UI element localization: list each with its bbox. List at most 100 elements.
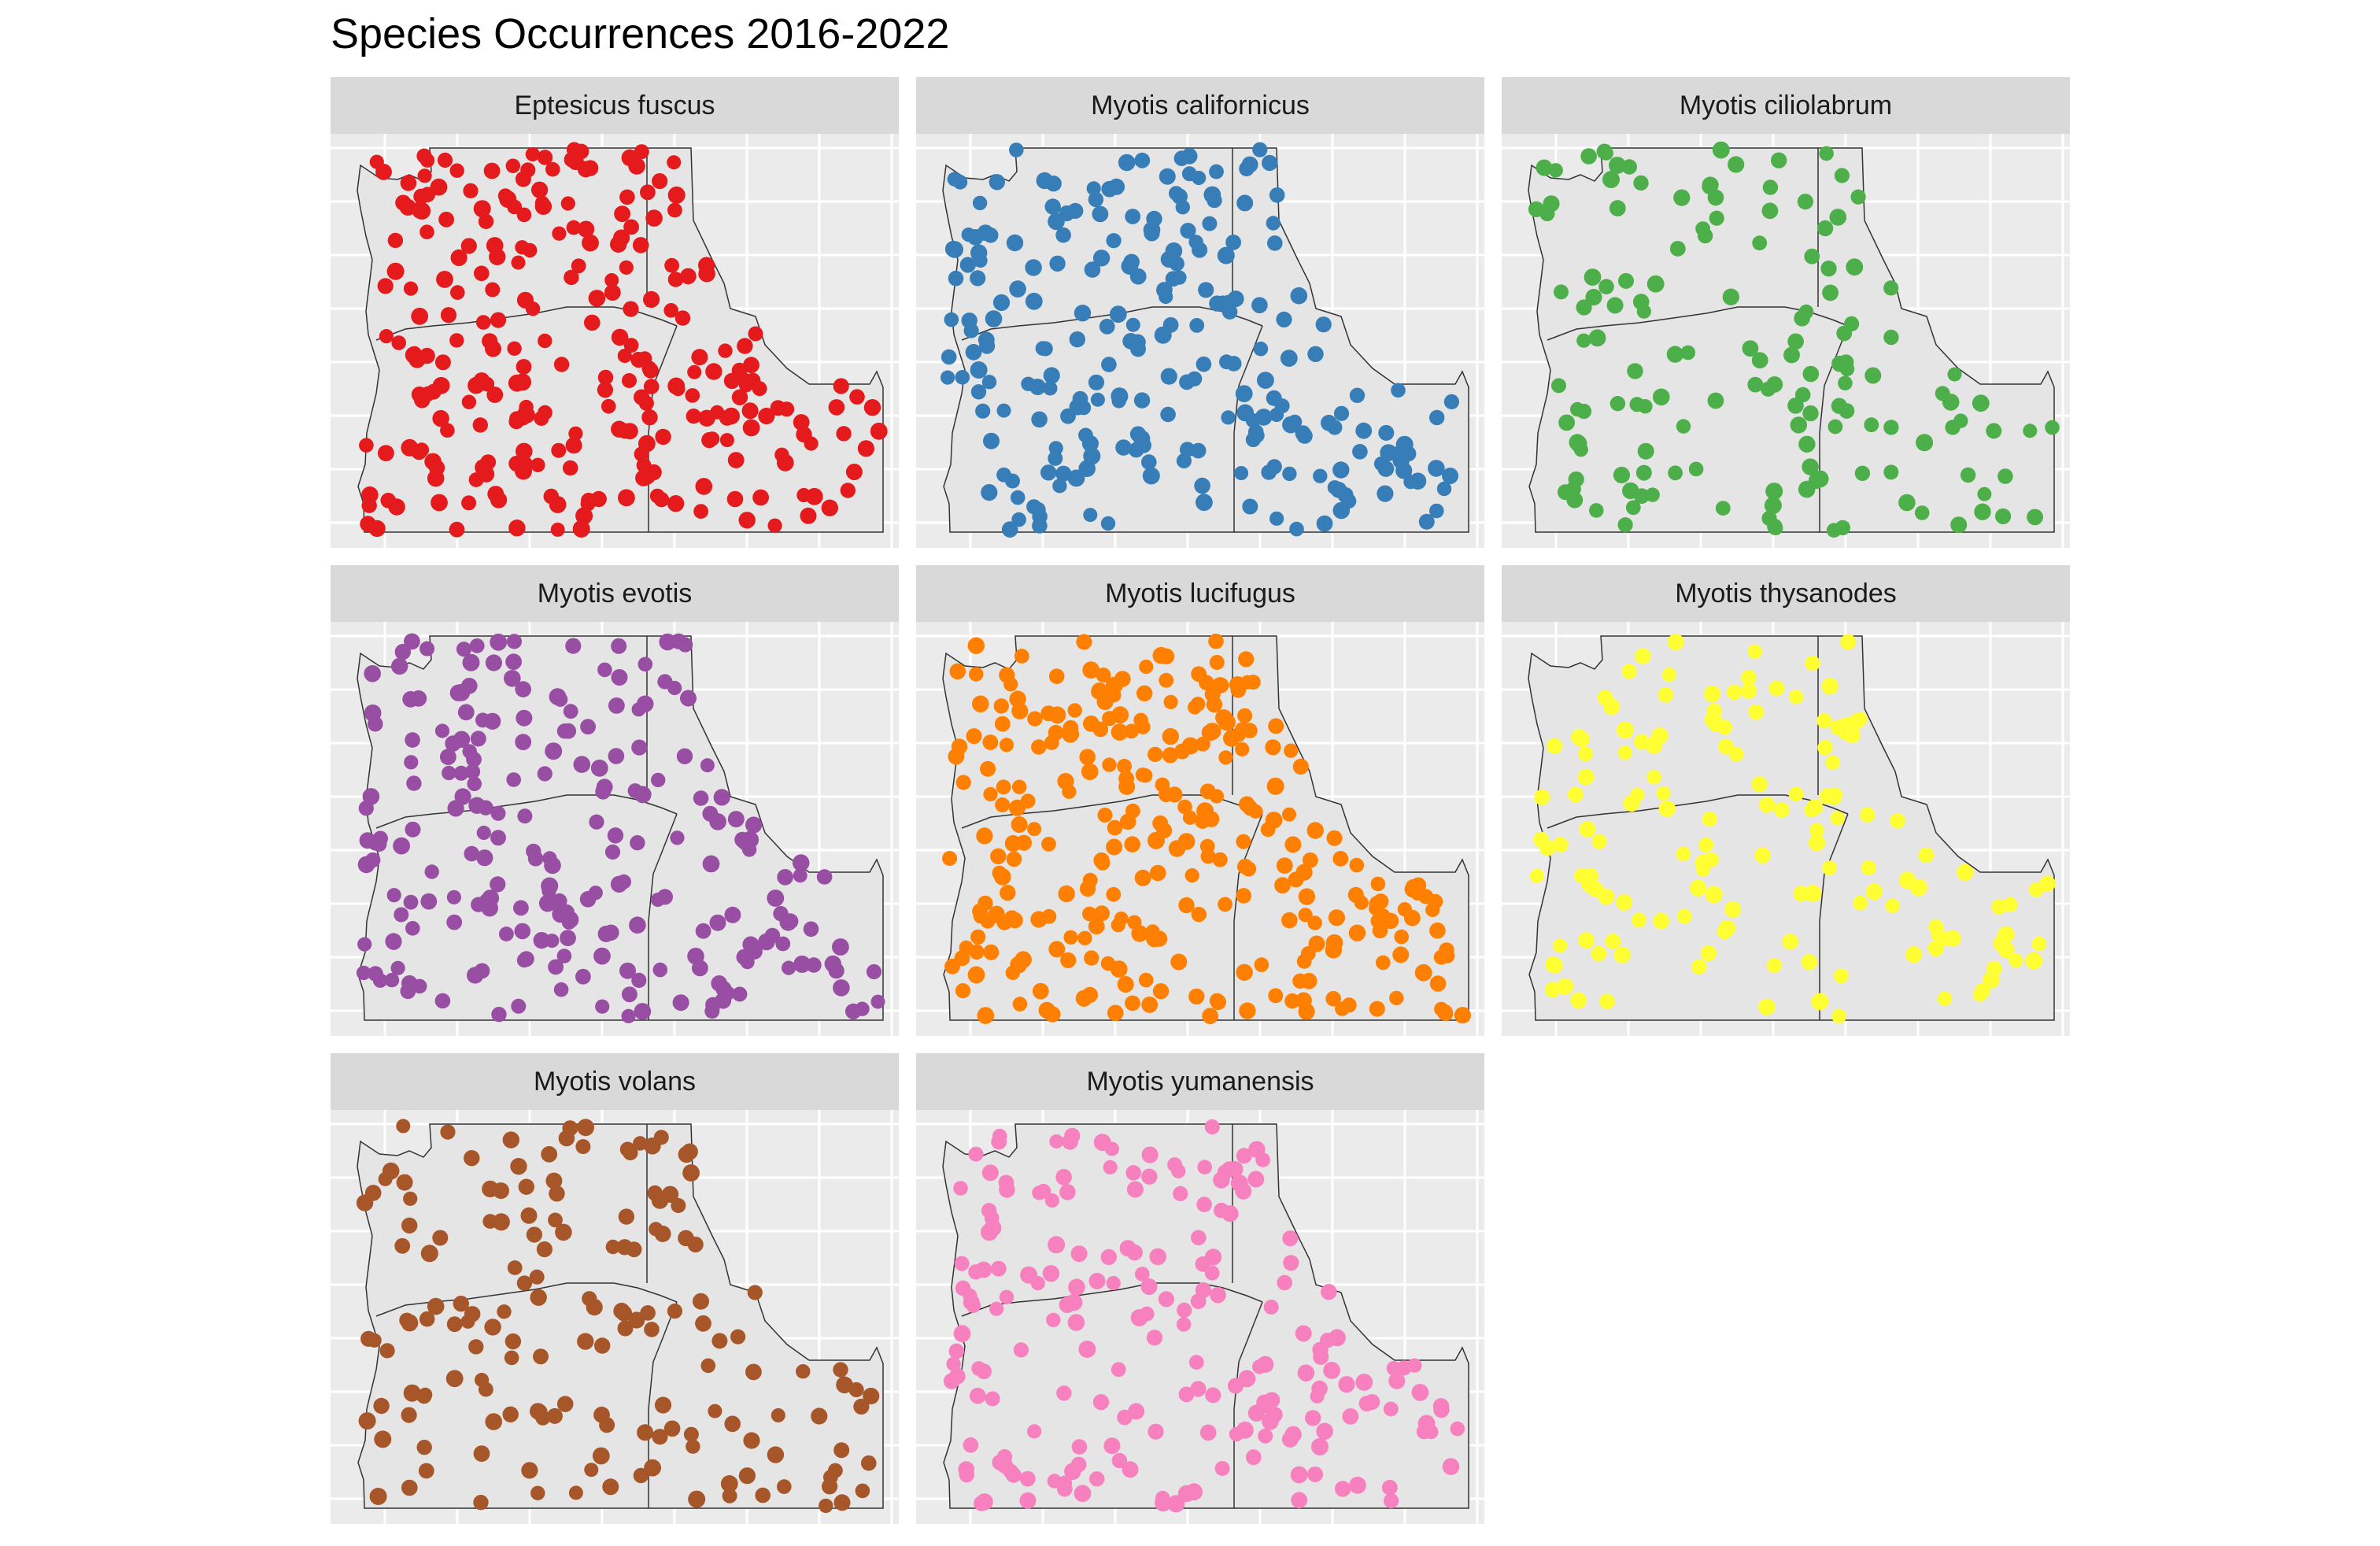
occurrence-point (1759, 797, 1776, 813)
occurrence-point (1069, 398, 1086, 416)
occurrence-point (1697, 227, 1713, 244)
occurrence-point (396, 1119, 411, 1134)
occurrence-point (402, 690, 419, 708)
occurrence-point (1043, 381, 1058, 396)
occurrence-point (403, 281, 419, 296)
occurrence-point (1434, 1001, 1449, 1017)
occurrence-point (1094, 905, 1110, 922)
occurrence-point (734, 831, 751, 848)
occurrence-point (1100, 516, 1116, 531)
occurrence-point (667, 495, 685, 512)
occurrence-point (611, 638, 627, 654)
occurrence-point (1653, 388, 1670, 406)
occurrence-point (1055, 465, 1072, 482)
occurrence-point (1831, 1008, 1846, 1024)
occurrence-point (745, 1363, 762, 1381)
occurrence-point (1316, 515, 1333, 532)
occurrence-point (1634, 488, 1650, 504)
occurrence-point (1068, 1278, 1085, 1296)
occurrence-point (623, 301, 639, 317)
occurrence-point (633, 1136, 648, 1151)
occurrence-point (652, 173, 668, 190)
occurrence-point (654, 1396, 672, 1414)
occurrence-point (1606, 297, 1624, 314)
occurrence-point (853, 1398, 870, 1415)
occurrence-point (634, 1003, 652, 1020)
occurrence-point (687, 364, 702, 379)
occurrence-point (419, 641, 435, 656)
occurrence-point (1418, 889, 1434, 904)
occurrence-point (1392, 946, 1410, 963)
occurrence-point (515, 734, 532, 750)
occurrence-point (464, 764, 481, 779)
occurrence-point (1126, 1244, 1143, 1261)
facet-strip-label: Myotis thysanodes (1675, 578, 1897, 608)
occurrence-point (1047, 1474, 1062, 1489)
occurrence-point (1133, 392, 1151, 409)
occurrence-point (1680, 345, 1696, 361)
occurrence-point (622, 373, 637, 388)
occurrence-point (1070, 1456, 1087, 1473)
occurrence-point (1830, 811, 1846, 826)
occurrence-point (1251, 297, 1268, 313)
occurrence-point (374, 1430, 392, 1448)
occurrence-point (1297, 1364, 1315, 1381)
occurrence-point (1257, 1356, 1274, 1373)
occurrence-point (446, 1316, 463, 1333)
occurrence-point (727, 811, 745, 828)
occurrence-point (1188, 988, 1205, 1005)
occurrence-point (386, 262, 405, 280)
occurrence-point (560, 930, 576, 946)
occurrence-point (700, 1358, 716, 1374)
occurrence-point (981, 484, 998, 501)
occurrence-point (1048, 450, 1063, 466)
occurrence-point (1245, 675, 1261, 690)
occurrence-point (1209, 164, 1224, 179)
occurrence-point (1591, 834, 1607, 849)
occurrence-point (976, 827, 993, 845)
occurrence-point (1783, 346, 1800, 364)
occurrence-point (530, 457, 545, 472)
occurrence-point (745, 816, 763, 834)
occurrence-point (979, 338, 996, 354)
facet-panel-myotis-volans: Myotis volans (331, 1053, 899, 1524)
occurrence-point (619, 260, 634, 275)
occurrence-point (1248, 804, 1263, 819)
occurrence-point (380, 493, 397, 509)
occurrence-point (1828, 419, 1843, 435)
occurrence-point (1290, 1466, 1308, 1484)
occurrence-point (1084, 950, 1099, 966)
facet-strip: Eptesicus fuscus (331, 77, 899, 134)
occurrence-point (1210, 1286, 1226, 1304)
occurrence-point (419, 153, 435, 168)
occurrence-point (1159, 289, 1173, 305)
occurrence-point (584, 1463, 599, 1478)
occurrence-point (1134, 869, 1151, 886)
occurrence-point (526, 1226, 542, 1243)
occurrence-point (1135, 767, 1151, 782)
occurrence-point (601, 398, 616, 414)
occurrence-point (476, 825, 491, 841)
occurrence-point (1761, 202, 1779, 220)
occurrence-point (367, 1333, 382, 1348)
occurrence-point (364, 665, 381, 682)
occurrence-point (1031, 739, 1047, 755)
occurrence-point (996, 403, 1011, 418)
occurrence-point (1545, 956, 1561, 973)
occurrence-point (737, 373, 754, 389)
occurrence-point (1688, 461, 1704, 477)
occurrence-point (861, 1455, 877, 1471)
occurrence-point (1236, 194, 1254, 212)
occurrence-point (1635, 648, 1651, 664)
facet-map (331, 134, 899, 548)
occurrence-point (1136, 685, 1153, 701)
occurrence-point (1898, 494, 1916, 512)
occurrence-point (1201, 724, 1218, 742)
occurrence-point (1214, 295, 1232, 313)
occurrence-point (663, 1420, 681, 1437)
occurrence-point (970, 361, 988, 379)
occurrence-point (637, 1424, 654, 1441)
occurrence-point (515, 681, 531, 697)
occurrence-point (683, 1426, 699, 1442)
occurrence-point (1635, 464, 1652, 481)
